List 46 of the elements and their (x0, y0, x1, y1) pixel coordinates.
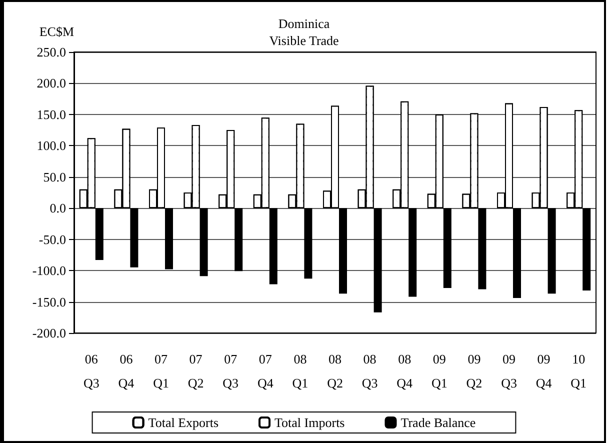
y-tick-label: -150.0 (32, 294, 66, 310)
y-tick-label: 250.0 (36, 44, 66, 60)
y-tick-label: 150.0 (36, 106, 66, 122)
bar (234, 208, 243, 272)
y-tick-label: -200.0 (32, 326, 66, 340)
bar (304, 208, 312, 279)
x-tick-label: 07 Q3 (222, 352, 239, 390)
y-tick-label: 50.0 (43, 169, 66, 184)
x-tick-label: 08 Q2 (327, 352, 343, 390)
bar (95, 208, 104, 260)
legend-label: Total Imports (274, 415, 345, 430)
x-tick-label: 10 Q1 (570, 352, 587, 390)
legend-label: Total Exports (148, 415, 219, 430)
bar (200, 208, 208, 276)
x-tick-label: 09 Q1 (431, 352, 448, 390)
y-tick-label: 100.0 (36, 138, 66, 154)
chart-subtitle: Visible Trade (269, 33, 340, 48)
x-tick-label: 09 Q2 (466, 352, 482, 390)
chart-title: Dominica (278, 16, 330, 31)
bar (408, 208, 417, 297)
y-tick-label: -50.0 (38, 232, 66, 247)
bar (443, 208, 452, 288)
y-tick-label: 0.0 (50, 200, 66, 216)
y-tick-label: -100.0 (32, 263, 66, 278)
x-tick-label: 07 Q1 (153, 352, 169, 390)
x-tick-label: 09 Q3 (501, 352, 517, 390)
bar (548, 208, 556, 294)
x-tick-label: 08 Q3 (362, 352, 378, 390)
legend-label: Trade Balance (400, 415, 476, 430)
x-tick-label: 06 Q4 (118, 352, 135, 390)
bar (582, 208, 591, 291)
bar (339, 208, 347, 294)
x-tick-label: 08 Q4 (396, 352, 414, 390)
bar (374, 208, 382, 312)
x-tick-label: 09 Q4 (536, 352, 552, 390)
bar (269, 208, 278, 284)
bar (478, 208, 486, 290)
x-tick-label: 07 Q4 (257, 352, 274, 390)
bar (513, 208, 521, 298)
bar (165, 208, 173, 270)
y-tick-label: 200.0 (36, 76, 66, 91)
x-tick-label: 08 Q1 (292, 352, 308, 390)
x-tick-label: 07 Q2 (188, 352, 204, 390)
x-tick-label: 06 Q3 (83, 352, 100, 390)
y-axis-title: EC$M (39, 24, 74, 39)
bar (130, 208, 138, 268)
